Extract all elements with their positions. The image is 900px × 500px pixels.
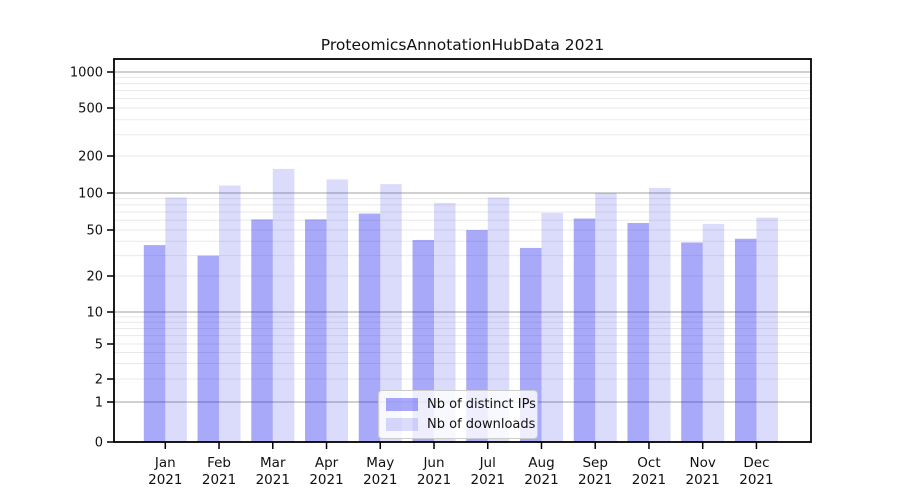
bar-downloads-dec [756,217,778,442]
y-tick-label: 5 [95,338,103,353]
legend-item-downloads: Nb of downloads [386,417,535,432]
x-tick-label-month: May [366,455,394,471]
bar-downloads-jun [434,202,456,442]
legend-item-distinct-ips: Nb of distinct IPs [386,397,536,412]
bar-distinct-ips-jul [466,230,488,442]
legend-swatch-distinct-ips [386,398,418,411]
bar-distinct-ips-may [358,213,381,442]
x-tick-label-month: Dec [743,455,769,471]
y-tick-label: 200 [78,150,103,165]
bar-downloads-jan [165,197,187,442]
legend: Nb of distinct IPs Nb of downloads [378,390,538,439]
bar-downloads-apr [326,179,349,442]
bar-distinct-ips-nov [681,242,703,442]
x-tick-label-year: 2021 [471,472,505,488]
bar-distinct-ips-oct [627,223,649,442]
x-tick-label-year: 2021 [202,472,236,488]
bar-downloads-feb [219,185,241,442]
x-tick-label-year: 2021 [578,472,612,488]
axes-box [113,58,812,443]
bar-distinct-ips-apr [305,219,327,442]
x-tick-label-year: 2021 [363,472,397,488]
x-tick-label-month: Mar [260,455,286,471]
y-tick-label: 100 [78,187,103,202]
bar-distinct-ips-jan [143,245,166,442]
y-tick-label: 2 [95,373,103,388]
x-tick-label-month: Jan [154,455,176,471]
bar-distinct-ips-sep [573,218,596,442]
bar-distinct-ips-mar [251,219,273,442]
y-tick-label: 50 [86,224,103,239]
bar-downloads-oct [648,187,671,442]
legend-label-downloads: Nb of downloads [427,417,536,432]
x-tick-label-year: 2021 [686,472,720,488]
x-tick-label-year: 2021 [256,472,290,488]
legend-label-distinct-ips: Nb of distinct IPs [427,397,536,412]
x-tick-label-year: 2021 [739,472,773,488]
x-tick-label-year: 2021 [309,472,343,488]
x-tick-label-month: Feb [207,455,231,471]
y-tick-label: 0 [95,436,103,451]
x-tick-label-month: Oct [637,455,660,471]
x-tick-label-year: 2021 [632,472,666,488]
x-tick-label-year: 2021 [148,472,182,488]
bar-downloads-mar [272,168,295,443]
bar-downloads-sep [595,193,617,442]
bar-downloads-jul [487,197,510,442]
bar-distinct-ips-feb [197,255,220,442]
bar-distinct-ips-dec [734,238,757,442]
bar-downloads-aug [541,212,563,442]
bar-downloads-nov [702,223,725,442]
bar-downloads-may [380,184,402,442]
x-tick-label-month: Sep [582,455,607,471]
x-tick-label-month: Apr [315,455,339,471]
x-tick-label-month: Aug [528,455,554,471]
y-tick-label: 500 [78,102,103,117]
x-tick-label-year: 2021 [417,472,451,488]
y-tick-label: 10 [86,306,103,321]
x-tick-label-month: Jul [479,455,496,471]
y-tick-label: 20 [86,270,103,285]
chart-title: ProteomicsAnnotationHubData 2021 [320,36,605,54]
x-tick-label-month: Jun [422,455,444,471]
legend-swatch-downloads [386,418,418,431]
y-tick-label: 1000 [70,66,103,81]
y-tick-label: 1 [95,396,103,411]
x-tick-label-month: Nov [690,455,716,471]
x-tick-label-year: 2021 [524,472,558,488]
